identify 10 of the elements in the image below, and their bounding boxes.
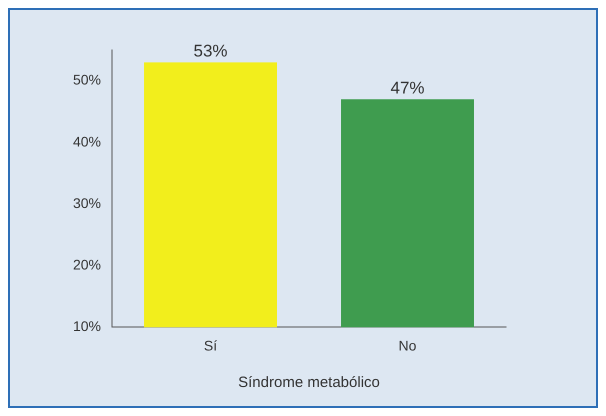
x-axis-title: Síndrome metabólico <box>238 374 380 392</box>
y-tick-label: 20% <box>72 256 102 272</box>
x-tick-label: Sí <box>204 337 218 354</box>
y-tick-label: 40% <box>72 133 102 150</box>
y-tick-label: 10% <box>72 318 102 334</box>
x-tick-label: No <box>398 337 417 354</box>
y-tick-label: 50% <box>72 72 102 88</box>
data-label: 53% <box>194 42 228 61</box>
data-label: 47% <box>390 78 425 98</box>
y-tick-label: 30% <box>72 194 102 211</box>
